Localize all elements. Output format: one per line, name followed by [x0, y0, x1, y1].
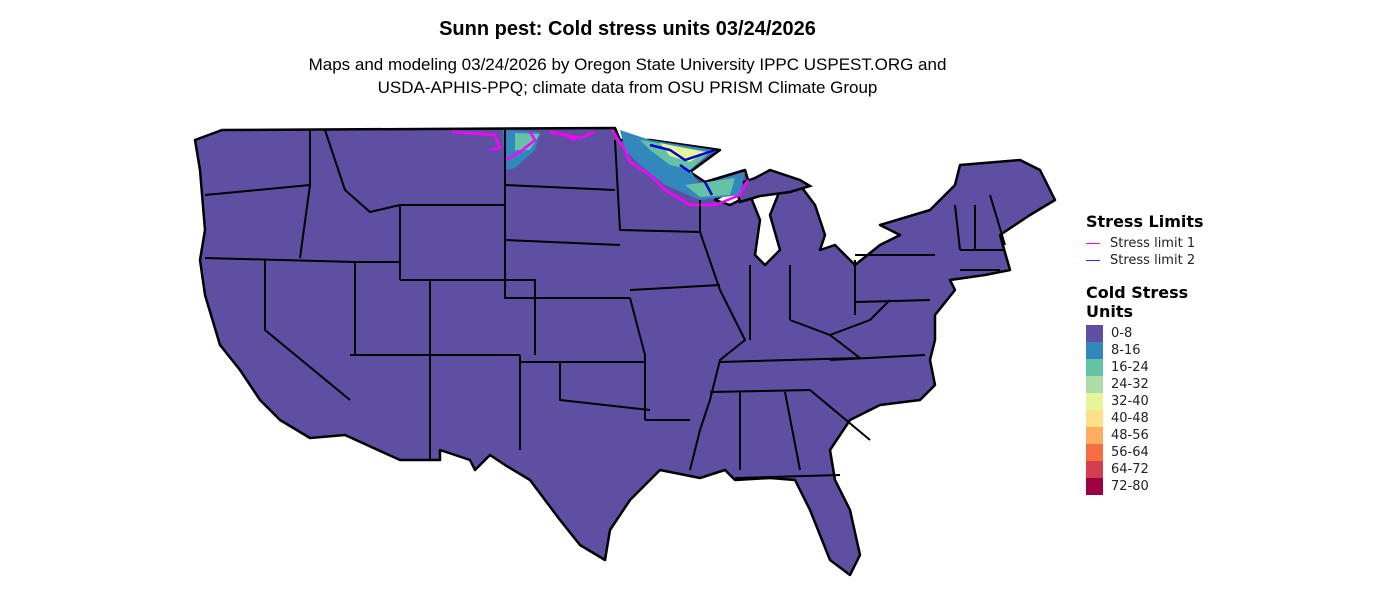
blue-line-key-icon — [1086, 259, 1100, 262]
legend-cold-stress-item: 32-40 — [1086, 393, 1149, 410]
legend-label: 0-8 — [1111, 326, 1133, 341]
color-swatch — [1086, 410, 1103, 427]
us-landmass — [193, 126, 1057, 577]
magenta-line-key-icon — [1086, 242, 1100, 245]
legend-stress-limit-2: Stress limit 2 — [1086, 252, 1195, 269]
stress-zone-8-16 — [503, 130, 745, 200]
legend-label: 16-24 — [1111, 360, 1149, 375]
contiguous-us — [193, 126, 1057, 577]
legend-cold-stress-item: 40-48 — [1086, 410, 1149, 427]
color-swatch — [1086, 478, 1103, 495]
legend-cold-stress-item: 8-16 — [1086, 342, 1141, 359]
color-swatch — [1086, 342, 1103, 359]
cold-stress-legend-title: Cold Stress Units — [1086, 283, 1189, 321]
subtitle-line-2: USDA-APHIS-PPQ; climate data from OSU PR… — [377, 78, 878, 97]
color-swatch — [1086, 444, 1103, 461]
map-title: Sunn pest: Cold stress units 03/24/2026 — [439, 18, 816, 40]
stress-limit-2-contour — [649, 143, 716, 196]
legend-label: 24-32 — [1111, 377, 1149, 392]
color-swatch — [1086, 376, 1103, 393]
legend-label: 48-56 — [1111, 428, 1149, 443]
legend-cold-stress-item: 0-8 — [1086, 325, 1132, 342]
legend-cold-stress-item: 64-72 — [1086, 461, 1149, 478]
legend-label: 72-80 — [1111, 479, 1149, 494]
legend-cold-stress-item: 72-80 — [1086, 478, 1149, 495]
cold-stress-patches — [451, 129, 750, 207]
michigan-upper-peninsula — [733, 168, 814, 204]
stress-limits-legend-title: Stress Limits — [1086, 212, 1204, 231]
color-swatch — [1086, 359, 1103, 376]
state-borders — [204, 129, 1006, 479]
stress-limit-1-contour — [451, 129, 750, 207]
subtitle-line-1: Maps and modeling 03/24/2026 by Oregon S… — [308, 55, 947, 74]
legend-cold-stress-item: 24-32 — [1086, 376, 1149, 393]
color-swatch — [1086, 427, 1103, 444]
color-swatch — [1086, 461, 1103, 478]
legend-cold-stress-item: 48-56 — [1086, 427, 1149, 444]
legend-cold-stress-item: 56-64 — [1086, 444, 1149, 461]
color-swatch — [1086, 393, 1103, 410]
legend-cold-stress-item: 16-24 — [1086, 359, 1149, 376]
color-swatch — [1086, 325, 1103, 342]
legend-label: 64-72 — [1111, 462, 1149, 477]
legend-label: Stress limit 2 — [1110, 253, 1196, 268]
legend-label: 8-16 — [1111, 343, 1141, 358]
legend-label: 40-48 — [1111, 411, 1149, 426]
legend-label: Stress limit 1 — [1110, 236, 1196, 251]
legend-label: 32-40 — [1111, 394, 1149, 409]
legend-label: 56-64 — [1111, 445, 1149, 460]
legend-stress-limit-1: Stress limit 1 — [1086, 235, 1195, 252]
